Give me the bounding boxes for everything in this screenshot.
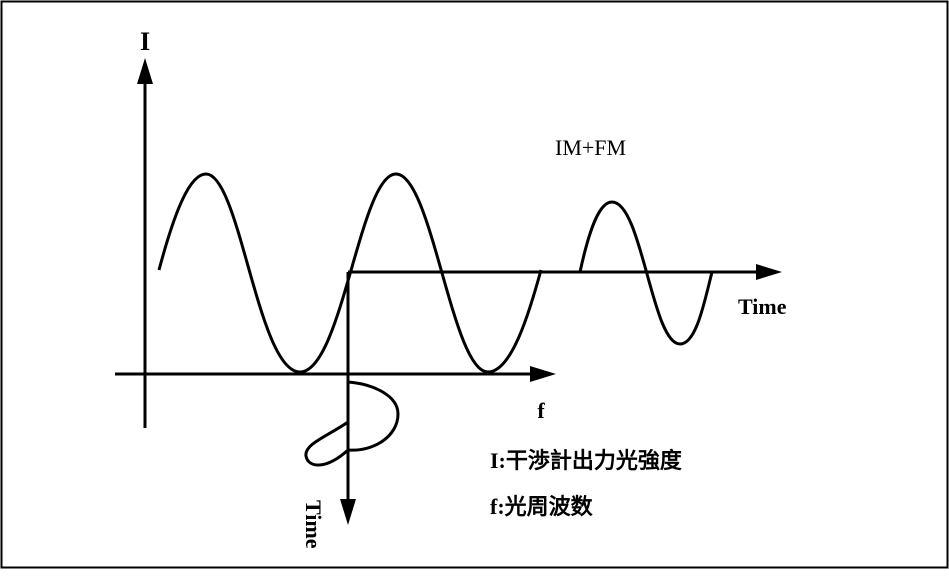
modulated-output-curve bbox=[578, 200, 714, 346]
time-axis-horizontal-arrowhead bbox=[756, 264, 782, 280]
legend-intensity: I:干渉計出力光強度 bbox=[490, 448, 683, 473]
interference-fringe-curve bbox=[157, 172, 543, 374]
modulation-label: IM+FM bbox=[555, 135, 626, 160]
frequency-modulation-curve bbox=[304, 380, 400, 467]
time-axis-vertical-arrowhead bbox=[340, 499, 356, 525]
frequency-axis-arrowhead bbox=[530, 366, 556, 382]
legend-frequency: f:光周波数 bbox=[490, 494, 594, 519]
intensity-axis-arrowhead bbox=[137, 58, 153, 84]
time-axis-vertical-label: Time bbox=[301, 500, 326, 549]
frequency-axis-label: f bbox=[537, 398, 545, 423]
time-axis-horizontal-label: Time bbox=[738, 294, 787, 319]
intensity-axis-label: I bbox=[140, 27, 150, 56]
